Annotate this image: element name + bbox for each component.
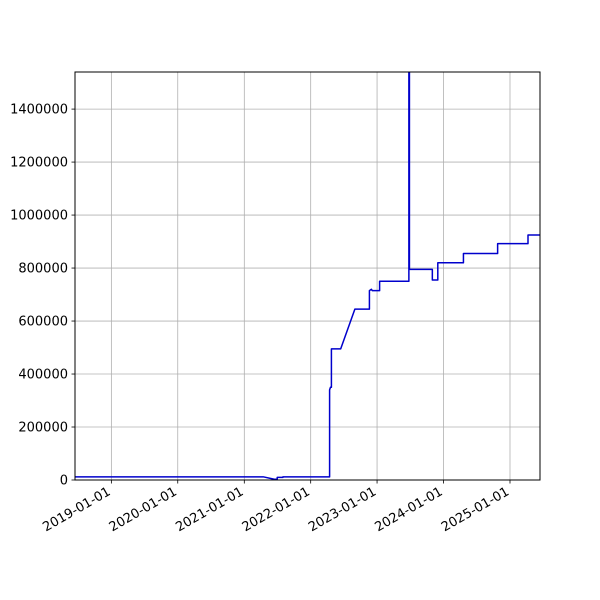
y-tick-label: 1400000: [10, 103, 68, 118]
y-tick-label: 400000: [18, 368, 68, 383]
x-tick-label: 2022-01-01: [240, 484, 313, 535]
plot-frame: [74, 71, 541, 481]
y-tick-label: 1000000: [10, 209, 68, 224]
y-tick-label: 600000: [18, 315, 68, 330]
y-tick-label: 800000: [18, 262, 68, 277]
x-tick-label: 2021-01-01: [173, 484, 246, 535]
x-axis: 2019-01-012020-01-012021-01-012022-01-01…: [40, 480, 512, 535]
x-tick-label: 2020-01-01: [107, 484, 180, 535]
grid-lines: [75, 72, 540, 481]
y-tick-label: 0: [60, 474, 68, 489]
series-line: [75, 72, 540, 480]
y-tick-label: 1200000: [10, 156, 68, 171]
x-tick-label: 2024-01-01: [372, 484, 445, 535]
y-tick-label: 200000: [18, 421, 68, 436]
y-axis: 0 200000 400000 600000 800000 1000000 1200000 1…: [10, 103, 75, 489]
x-tick-label: 2025-01-01: [439, 484, 512, 535]
x-tick-label: 2023-01-01: [306, 484, 379, 535]
x-tick-label: 2019-01-01: [40, 484, 113, 535]
series-group: [75, 72, 540, 480]
